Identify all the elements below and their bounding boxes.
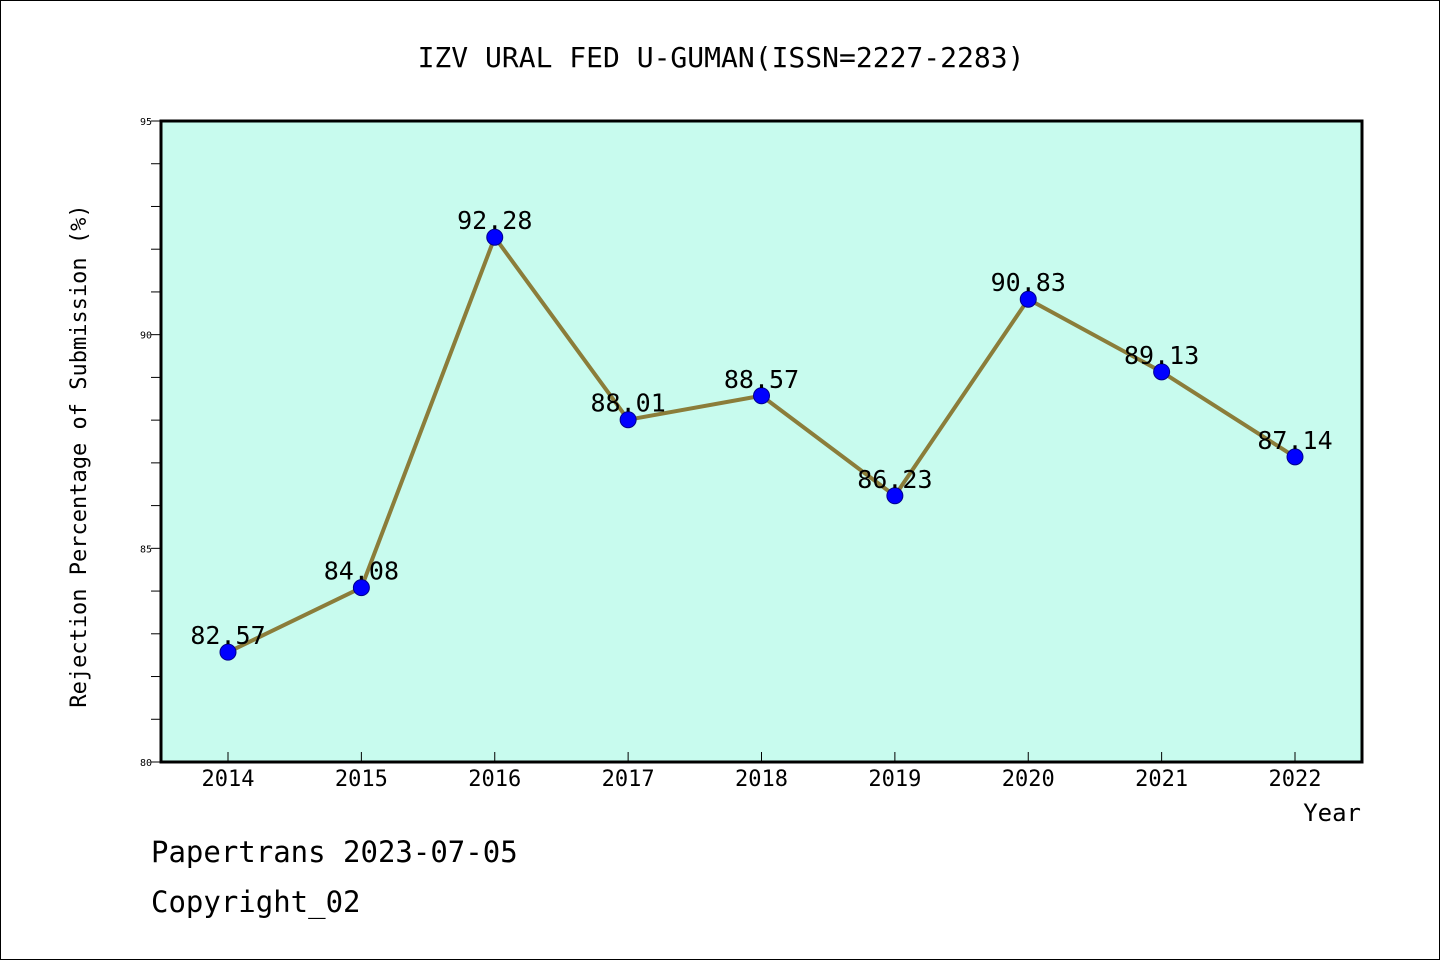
data-point-label: 88.57 [724,365,799,394]
y-axis-ticks: 80 85 90 95 [140,117,161,769]
data-point-marker [219,643,237,661]
y-axis-label: Rejection Percentage of Submission (%) [67,204,92,707]
data-point-label: 87.14 [1257,426,1332,455]
data-point-label: 86.23 [857,465,932,494]
data-point-marker [619,411,637,429]
x-tick-label: 2019 [868,767,921,792]
x-axis-ticks: 2014 2015 2016 2017 2018 2019 2020 2021 2022 [202,752,1322,792]
data-point-marker [886,487,904,505]
y-tick-label: 95 [140,117,152,128]
footer-copyright-line: Copyright_02 [151,885,361,919]
data-point-marker [753,387,770,405]
x-tick-label: 2014 [202,767,255,792]
data-point-marker [486,228,504,246]
x-tick-label: 2017 [602,767,655,792]
y-tick-label: 85 [140,544,152,555]
data-point-marker [1286,448,1304,466]
y-tick-label: 80 [140,758,152,769]
x-tick-label: 2018 [735,767,788,792]
y-tick-label: 90 [140,331,152,342]
plot-area [159,119,1364,764]
data-point-label: 92.28 [457,206,532,235]
x-axis-label: Year [1303,799,1361,827]
chart-title: IZV URAL FED U-GUMAN(ISSN=2227-2283) [418,41,1025,74]
series-layer: 82.57 84.08 92.28 88.01 88.57 86.23 90.83 89.13… [190,206,1333,661]
data-point-marker [1153,363,1171,381]
x-tick-label: 2015 [335,767,388,792]
data-point-label: 90.83 [991,268,1066,297]
x-tick-label: 2020 [1002,767,1055,792]
data-point-marker [1019,290,1037,308]
data-point-label: 84.08 [324,557,399,586]
data-point-label: 89.13 [1124,341,1199,370]
footer-date-line: Papertrans 2023-07-05 [151,835,518,869]
data-point-label: 88.01 [590,389,665,418]
x-tick-label: 2022 [1269,767,1322,792]
data-point-marker [352,579,370,597]
x-tick-label: 2016 [468,767,521,792]
x-tick-label: 2021 [1135,767,1188,792]
data-point-label: 82.57 [190,621,265,650]
